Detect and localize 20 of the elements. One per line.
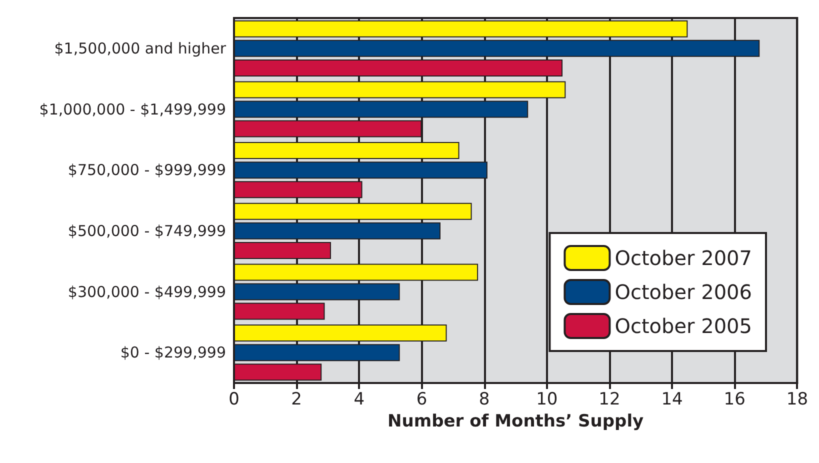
x-tick-label: 16: [724, 390, 746, 410]
x-tick-label: 10: [536, 390, 558, 410]
y-tick-label: $1,500,000 and higher: [54, 39, 227, 58]
x-tick-label: 4: [354, 390, 365, 410]
y-tick-label: $500,000 - $749,999: [68, 222, 226, 240]
y-tick-label: $300,000 - $499,999: [68, 282, 226, 301]
x-axis-title: Number of Months’ Supply: [388, 412, 644, 432]
x-tick-label: 14: [661, 390, 683, 410]
x-tick-label: 12: [598, 390, 620, 410]
y-tick-label: $750,000 - $999,999: [68, 161, 226, 180]
x-tick-label: 8: [478, 390, 490, 410]
x-tick-label: 6: [416, 390, 428, 410]
legend-label: October 2005: [614, 314, 752, 338]
x-tick-label: 0: [228, 390, 240, 410]
y-tick-label: $0 - $299,999: [120, 344, 226, 362]
x-tick-label: 18: [786, 390, 808, 410]
x-tick-label: 2: [291, 390, 302, 410]
legend-label: October 2007: [614, 246, 752, 270]
y-tick-label: $1,000,000 - $1,499,999: [39, 100, 226, 118]
legend-label: October 2006: [614, 280, 752, 304]
